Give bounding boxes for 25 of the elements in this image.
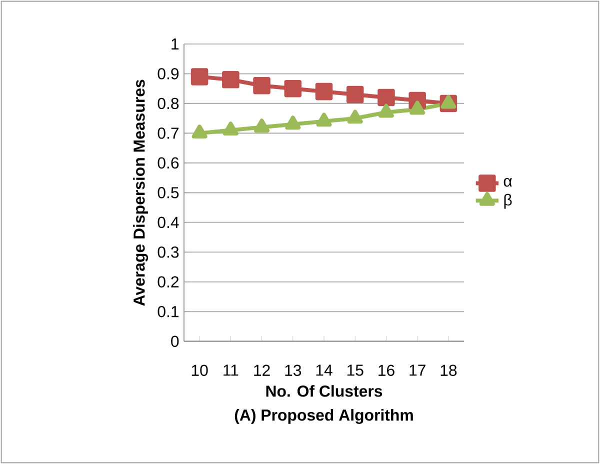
y-tick-label: 0.2 <box>158 276 179 288</box>
x-axis-title: No. Of Clusters <box>266 385 382 397</box>
x-tick-label: 10 <box>192 364 208 376</box>
y-tick-label: 0.9 <box>158 68 179 80</box>
x-tick-label: 12 <box>254 364 270 376</box>
y-tick-label: 0.7 <box>158 128 179 139</box>
y-tick-label: 1 <box>172 38 179 50</box>
y-tick-label: 0.8 <box>158 98 179 110</box>
x-tick-label: 16 <box>378 364 394 376</box>
x-tick-label: 13 <box>285 364 302 376</box>
x-tick-label: 15 <box>347 364 364 376</box>
legend-label: α <box>504 178 512 187</box>
y-tick-label: 0.1 <box>158 306 179 318</box>
y-tick-label: 0.4 <box>158 216 179 228</box>
y-axis-title: Average Dispersion Measures <box>133 80 148 306</box>
y-tick-label: 0.6 <box>158 157 179 169</box>
y-tick-label: 0.3 <box>158 246 179 258</box>
y-tick-label: 0.5 <box>158 187 179 198</box>
x-tick-label: 18 <box>440 364 457 376</box>
x-tick-label: 14 <box>316 364 332 376</box>
x-tick-label: 11 <box>224 364 238 376</box>
legend-label: β <box>504 194 512 209</box>
text: (A) Proposed Algorithm <box>234 409 413 424</box>
x-tick-label: 17 <box>410 364 426 376</box>
y-tick-label: 0 <box>171 336 179 347</box>
